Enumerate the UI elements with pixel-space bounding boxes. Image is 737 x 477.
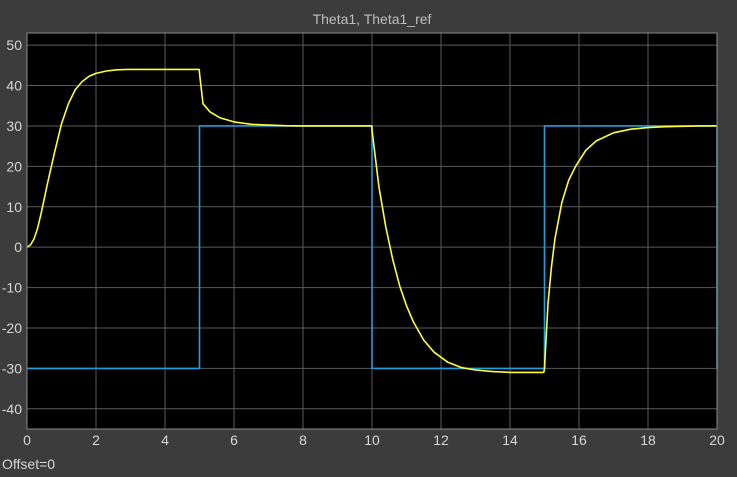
y-tick-label: 30 [6, 118, 22, 134]
x-tick-label: 18 [640, 432, 656, 448]
response-signal-line [26, 68, 717, 374]
chart-title: Theta1, Theta1_ref [313, 11, 432, 27]
y-tick-label: 0 [14, 239, 22, 255]
x-tick-label: 2 [92, 432, 100, 448]
x-tick-label: 10 [364, 432, 380, 448]
y-tick-label: 20 [6, 158, 22, 174]
x-tick-label: 4 [161, 432, 169, 448]
x-tick-labels: 0 2 4 6 8 10 12 14 16 18 20 [23, 432, 725, 448]
x-tick-label: 16 [571, 432, 587, 448]
y-tick-labels: -40 -30 -20 -10 0 10 20 30 40 50 [2, 37, 22, 417]
y-tick-label: -30 [2, 360, 22, 376]
x-tick-label: 6 [230, 432, 238, 448]
y-tick-label: 40 [6, 78, 22, 94]
x-tick-label: 0 [23, 432, 31, 448]
plot-frame [26, 32, 718, 430]
offset-label: Offset=0 [2, 456, 55, 472]
reference-signal-line [27, 125, 718, 370]
x-tick-label: 20 [709, 432, 725, 448]
x-tick-label: 14 [502, 432, 518, 448]
series-lines [26, 68, 718, 374]
x-tick-label: 12 [433, 432, 449, 448]
y-tick-label: 50 [6, 37, 22, 53]
y-tick-label: -20 [2, 320, 22, 336]
y-tick-label: -10 [2, 280, 22, 296]
y-tick-label: -40 [2, 401, 22, 417]
x-tick-label: 8 [299, 432, 307, 448]
y-tick-label: 10 [6, 199, 22, 215]
